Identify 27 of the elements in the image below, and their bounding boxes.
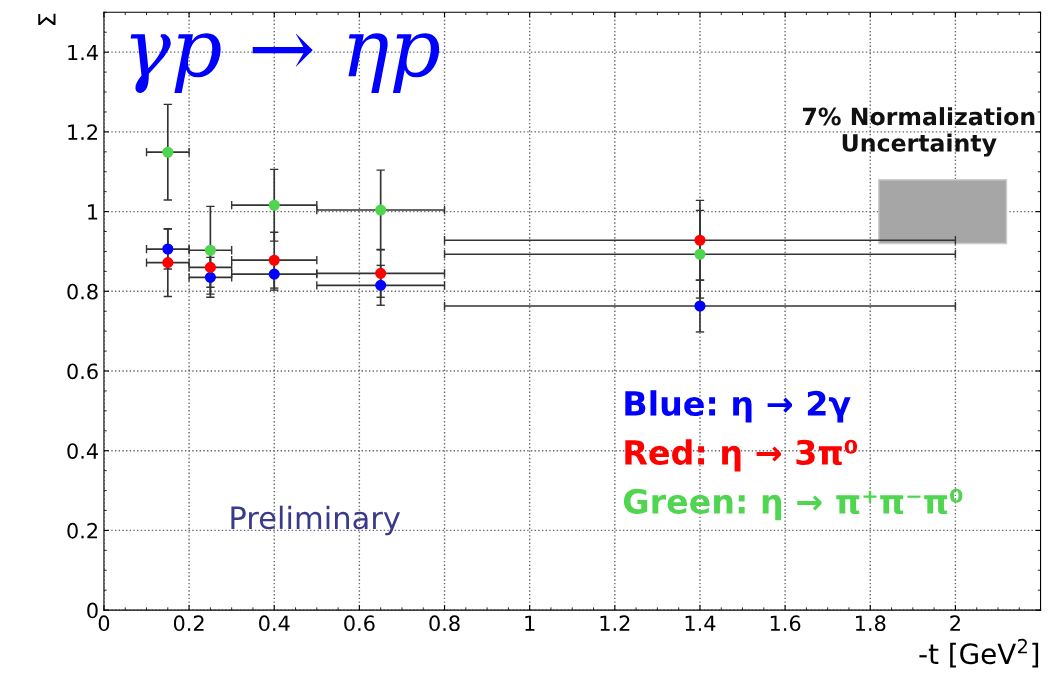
y-tick-label: 1	[88, 204, 98, 220]
text: Blue: η → 2γ	[625, 390, 851, 423]
x-tick-label: 1.2	[600, 615, 630, 631]
text: Green: η → π⁺π⁻π⁰	[623, 488, 963, 521]
annotation: γp → ηp	[130, 33, 440, 94]
x-tick-label: 0.4	[259, 615, 290, 632]
x-tick-label: 2	[950, 615, 960, 631]
x-tick-label: 1.8	[855, 615, 886, 632]
text: Red: η → 3π⁰	[625, 439, 858, 472]
y-tick-label: 0.2	[67, 522, 97, 539]
x-tick-label: 0	[98, 615, 110, 632]
y-tick-label: 1.2	[68, 124, 97, 140]
y-tick-label: 0	[87, 602, 98, 619]
x-tick-label: 1.6	[770, 615, 801, 632]
x-tick-label: 1	[525, 615, 535, 631]
y-tick-label: 1.4	[68, 44, 98, 61]
x-tick-label: 1.4	[685, 615, 716, 631]
x-tick-label: 0.6	[344, 615, 375, 632]
x-axis-title: -t [GeV$^{2}$]	[919, 638, 1039, 668]
y-tick-label: 0.8	[67, 283, 98, 300]
annotation: 7% Normalization Uncertainty	[803, 107, 1035, 157]
y-tick-label: 0.6	[67, 363, 98, 380]
y-axis-title: Σ	[38, 13, 56, 25]
y-tick-label: 0.4	[67, 443, 98, 459]
annotation: Preliminary	[231, 505, 401, 536]
x-tick-label: 0.2	[173, 615, 204, 632]
x-tick-label: 0.8	[429, 615, 460, 632]
